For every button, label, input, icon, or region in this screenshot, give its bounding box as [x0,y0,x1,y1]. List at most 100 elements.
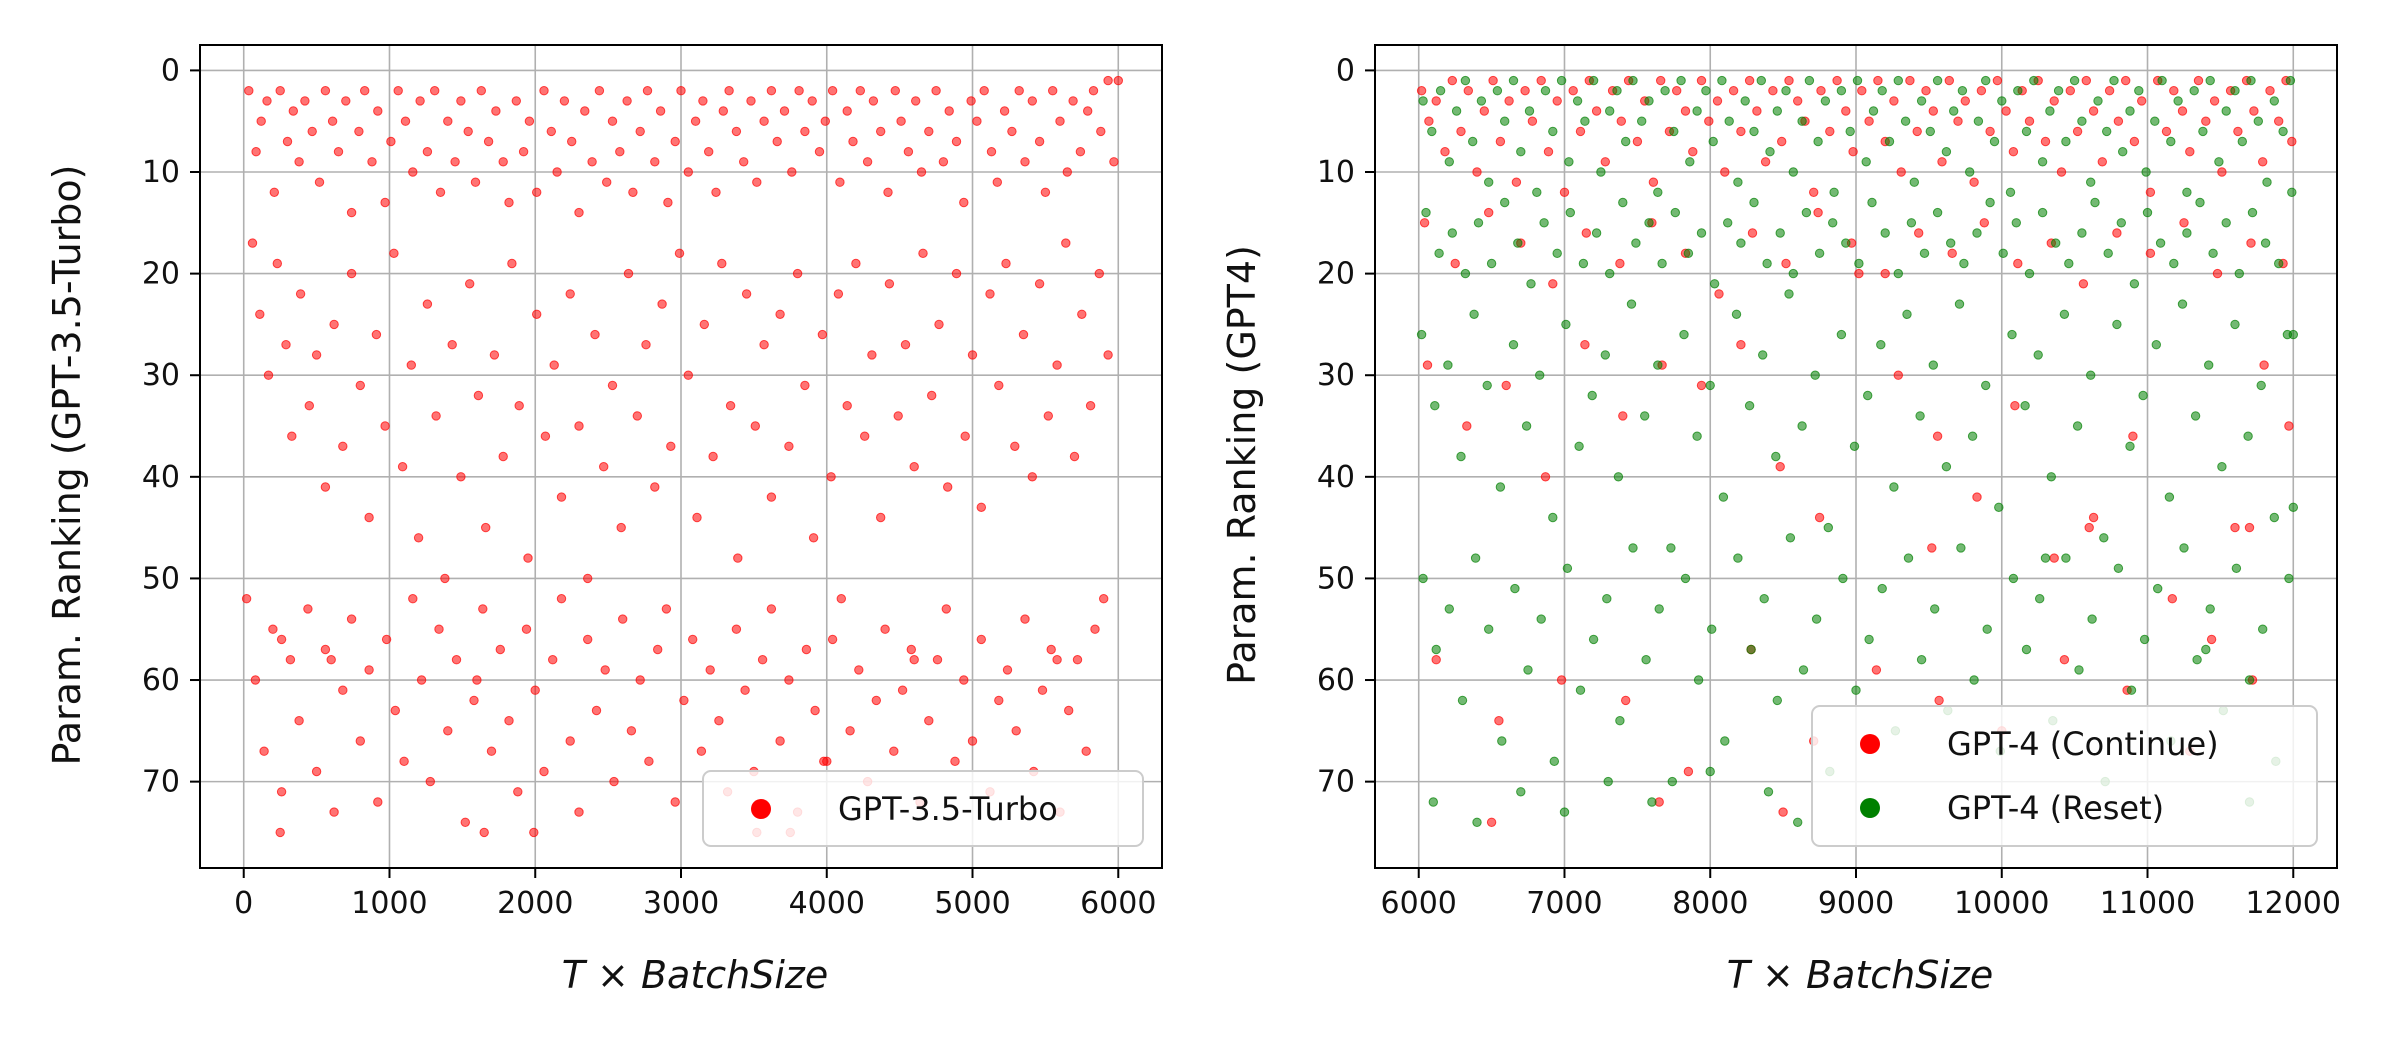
data-point [301,97,309,105]
data-point [1798,117,1806,125]
data-point [2073,422,2081,430]
data-point [760,341,768,349]
data-point [928,391,936,399]
data-point [1917,656,1925,664]
data-point [1457,452,1465,460]
data-point [785,676,793,684]
data-point [1986,127,1994,135]
x-tick-label: 6000 [1080,886,1156,921]
data-point [1680,330,1688,338]
data-point [1837,330,1845,338]
data-point [1448,229,1456,237]
data-point [1833,76,1841,84]
data-point [884,188,892,196]
data-point [512,97,520,105]
data-point [1955,300,1963,308]
data-point [1785,76,1793,84]
data-point [327,656,335,664]
data-point [1431,402,1439,410]
data-point [1769,87,1777,95]
data-point [1686,158,1694,166]
data-point [277,788,285,796]
y-tick-label: 50 [142,561,180,596]
data-point [1729,87,1737,95]
data-point [1904,554,1912,562]
data-point [372,330,380,338]
x-tick-label: 2000 [497,886,573,921]
data-point [995,696,1003,704]
data-point [474,391,482,399]
data-point [1681,107,1689,115]
data-point [2174,97,2182,105]
data-point [1649,178,1657,186]
data-point [1907,219,1915,227]
data-point [773,137,781,145]
data-point [2279,127,2287,135]
data-point [709,452,717,460]
data-point [1522,422,1530,430]
x-tick-label: 10000 [1954,886,2049,921]
data-point [1725,117,1733,125]
data-point [925,127,933,135]
data-point [1104,351,1112,359]
data-point [1929,107,1937,115]
data-point [1444,361,1452,369]
data-point [1461,76,1469,84]
data-point [2170,87,2178,95]
data-point [1069,97,1077,105]
data-point [1855,259,1863,267]
data-point [1942,463,1950,471]
data-point [1986,198,1994,206]
data-point [533,310,541,318]
data-point [1425,117,1433,125]
data-point [1852,686,1860,694]
data-point [2105,87,2113,95]
data-point [651,483,659,491]
data-point [1915,229,1923,237]
data-point [1782,259,1790,267]
data-point [2210,97,2218,105]
data-point [2008,330,2016,338]
data-point [877,127,885,135]
x-tick-label: 4000 [789,886,865,921]
data-point [1436,87,1444,95]
data-point [1565,158,1573,166]
data-point [1814,208,1822,216]
data-point [1114,76,1122,84]
data-point [522,625,530,633]
data-point [1642,656,1650,664]
data-point [619,615,627,623]
data-point [643,87,651,95]
data-point [600,463,608,471]
data-point [591,330,599,338]
data-point [264,371,272,379]
data-point [1021,158,1029,166]
data-point [394,87,402,95]
y-tick-label: 10 [142,155,180,190]
data-point [1802,208,1810,216]
data-point [942,605,950,613]
data-point [912,97,920,105]
data-point [1916,412,1924,420]
data-point [1829,219,1837,227]
data-point [2006,188,2014,196]
data-point [391,706,399,714]
data-point [1512,178,1520,186]
data-point [2193,656,2201,664]
data-point [1505,97,1513,105]
data-point [1865,635,1873,643]
data-point [1028,97,1036,105]
data-point [1935,696,1943,704]
data-point [1705,117,1713,125]
x-tick-label: 1000 [351,886,427,921]
data-point [951,757,959,765]
data-point [818,330,826,338]
data-point [2231,320,2239,328]
data-point [2213,269,2221,277]
data-point [2122,76,2130,84]
data-point [416,97,424,105]
data-point [1773,107,1781,115]
data-point [1862,158,1870,166]
data-point [1053,361,1061,369]
data-point [667,442,675,450]
